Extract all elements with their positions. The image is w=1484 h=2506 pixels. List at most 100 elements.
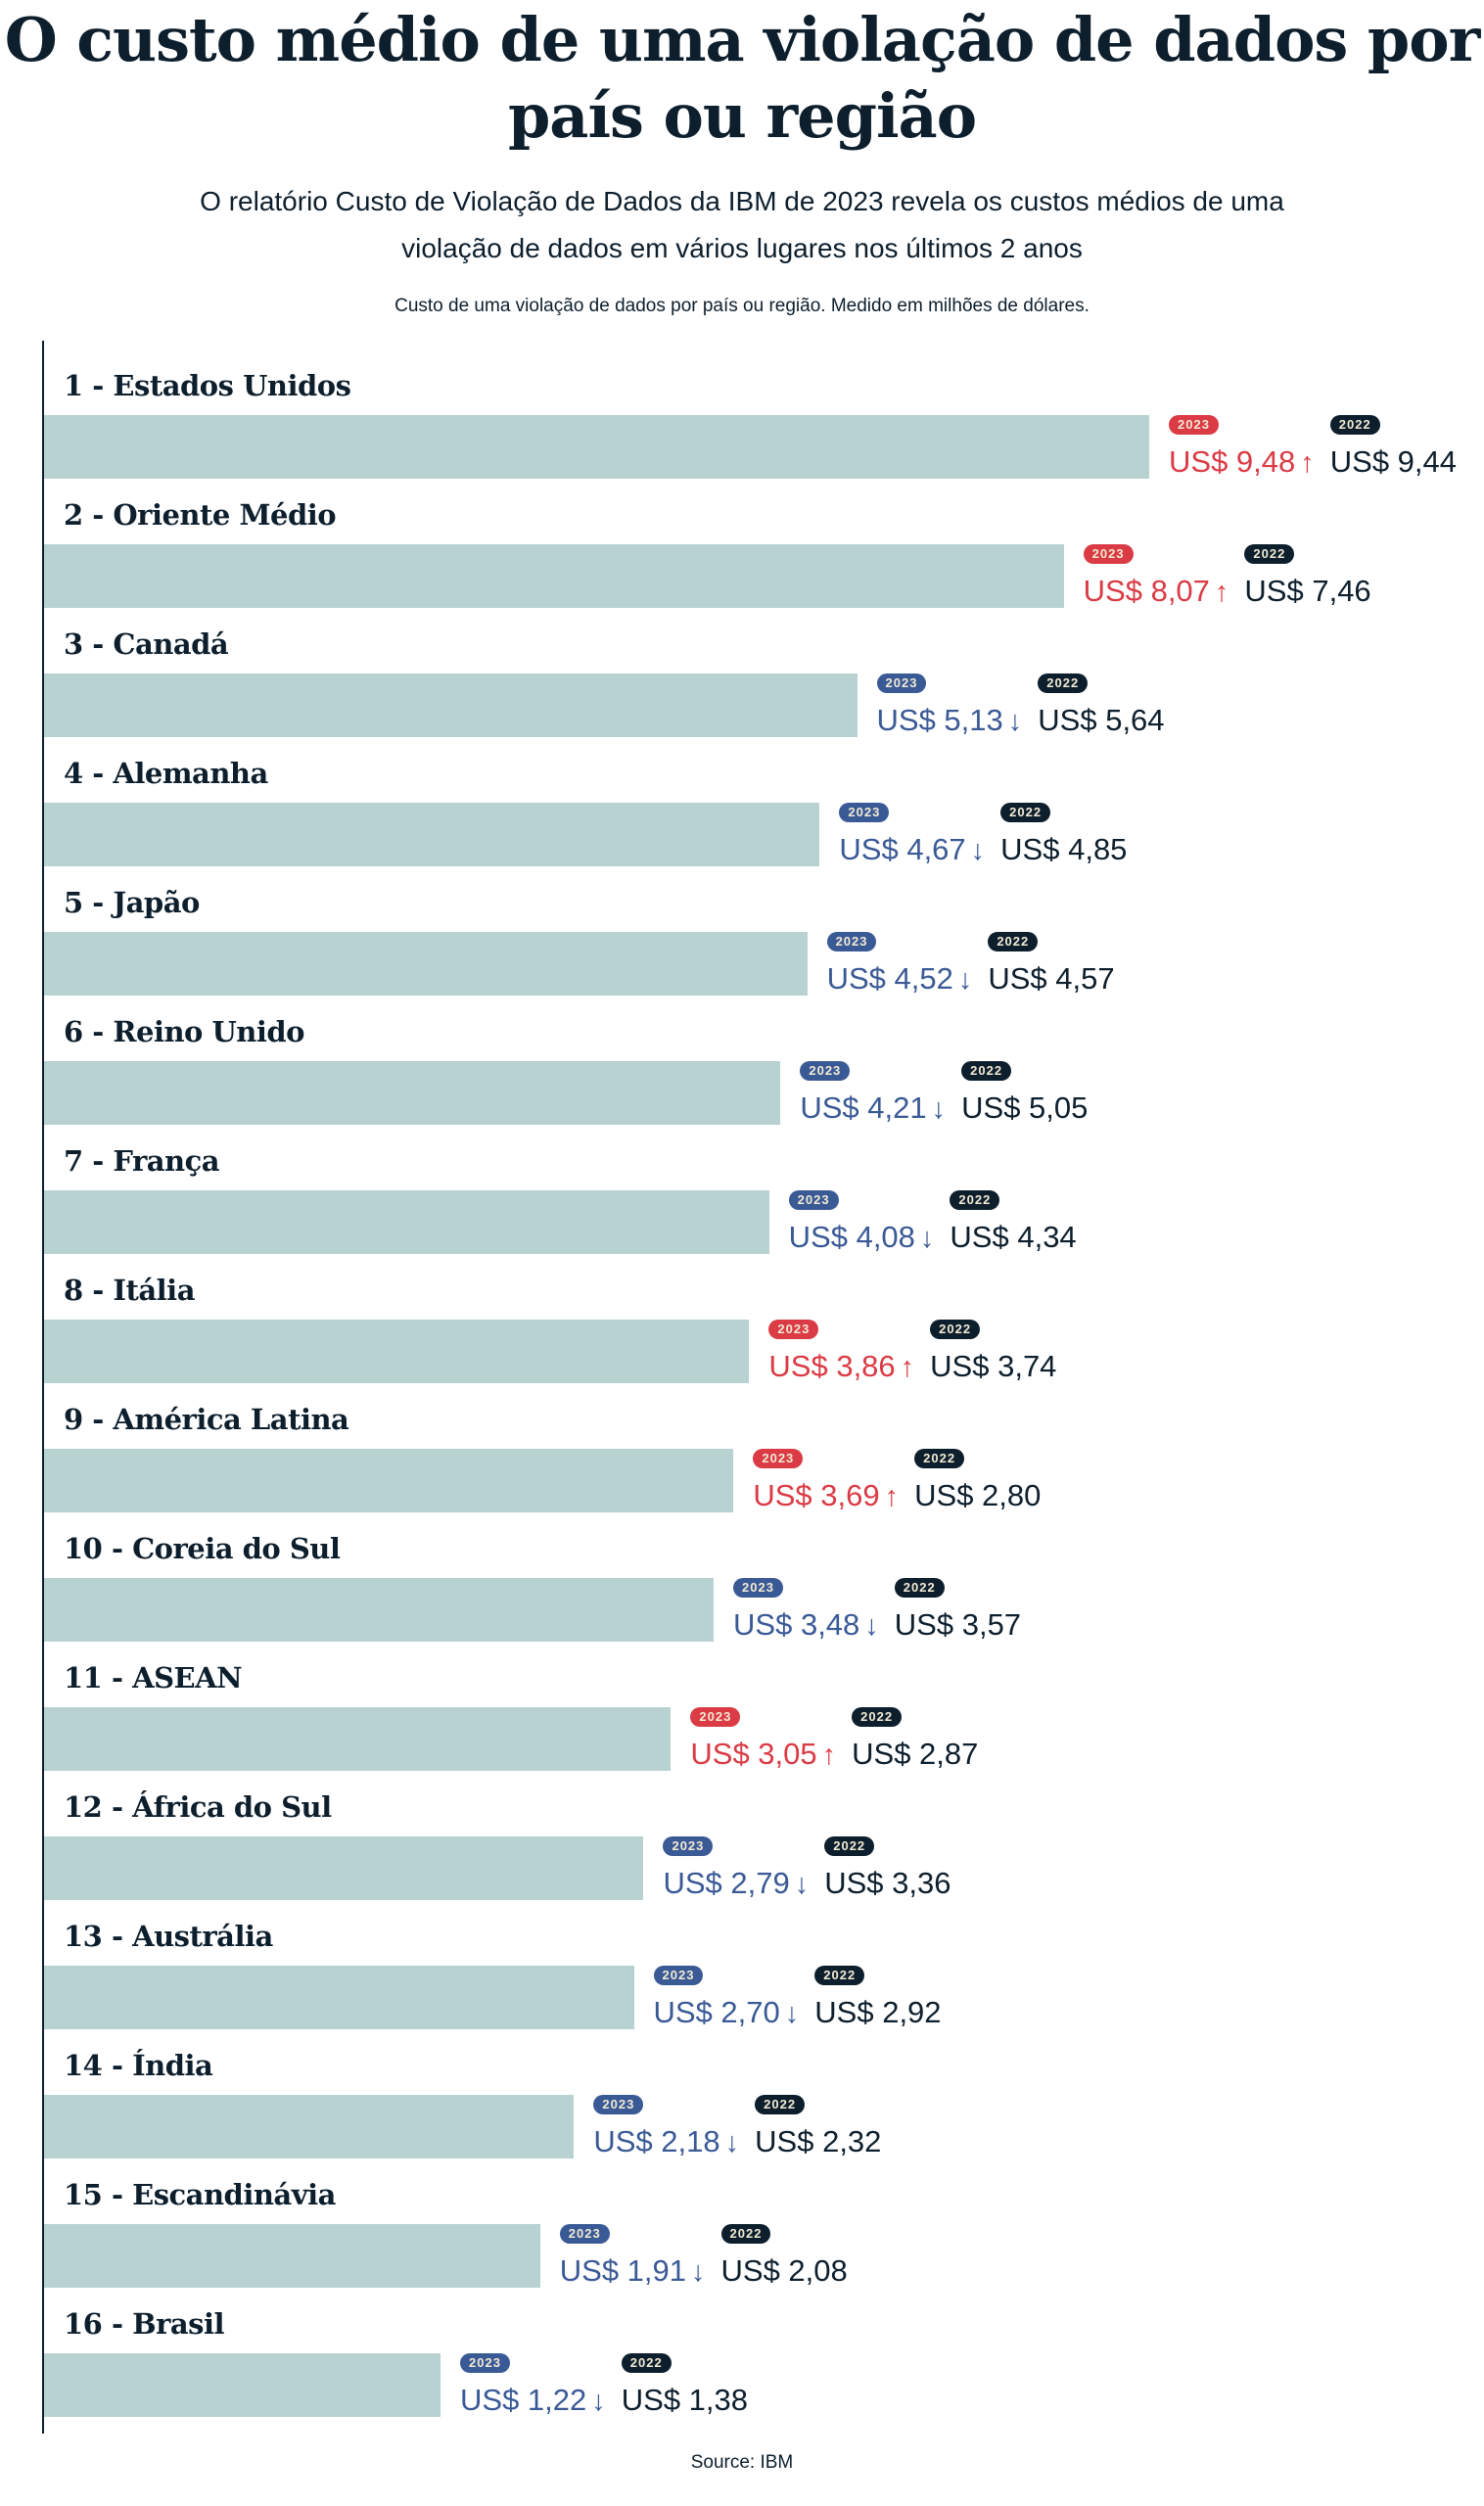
- bar-row: 2 - Oriente Médio 2023 US$ 8,07 ↑ 2022 US…: [44, 498, 1484, 627]
- value-labels: 2023 US$ 2,70 ↓ 2022 US$ 2,92: [653, 1966, 942, 2030]
- badge-2023: 2023: [690, 1707, 741, 1727]
- arrow-down-icon: ↓: [919, 1223, 935, 1254]
- category-label: 6 - Reino Unido: [64, 1015, 305, 1048]
- arrow-down-icon: ↓: [784, 1998, 800, 2029]
- value-2023-text: US$ 4,67 ↓: [839, 832, 985, 867]
- bar-2023: [44, 2095, 575, 2158]
- value-2023-text: US$ 3,86 ↑: [768, 1349, 914, 1384]
- badge-2023: 2023: [1169, 415, 1219, 435]
- value-labels: 2023 US$ 8,07 ↑ 2022 US$ 7,46: [1083, 544, 1371, 609]
- arrow-up-icon: ↑: [821, 1740, 837, 1771]
- bar-row: 15 - Escandinávia 2023 US$ 1,91 ↓ 2022 US…: [44, 2178, 1484, 2307]
- bar-row: 13 - Austrália 2023 US$ 2,70 ↓ 2022 US$ 2…: [44, 1920, 1484, 2049]
- badge-2022: 2022: [1000, 803, 1051, 822]
- bar-2023: [44, 415, 1149, 479]
- value-2022-label: US$ 4,34: [950, 1220, 1077, 1254]
- category-label: 15 - Escandinávia: [64, 2178, 336, 2211]
- value-2023: 2023 US$ 4,52 ↓: [826, 932, 973, 997]
- value-labels: 2023 US$ 3,48 ↓ 2022 US$ 3,57: [733, 1578, 1021, 1643]
- value-2023-label: US$ 2,70: [653, 1995, 780, 2029]
- value-2022-label: US$ 5,05: [961, 1091, 1089, 1125]
- category-label: 7 - França: [64, 1144, 220, 1178]
- value-2023: 2023 US$ 1,22 ↓: [460, 2353, 606, 2418]
- value-2022-label: US$ 3,36: [824, 1866, 951, 1900]
- arrow-down-icon: ↓: [691, 2256, 706, 2288]
- value-2023: 2023 US$ 3,48 ↓: [733, 1578, 879, 1643]
- value-2023-text: US$ 4,52 ↓: [827, 961, 973, 997]
- value-2023-label: US$ 8,07: [1083, 574, 1210, 608]
- value-labels: 2023 US$ 4,52 ↓ 2022 US$ 4,57: [826, 932, 1115, 997]
- badge-2022: 2022: [914, 1449, 965, 1468]
- value-labels: 2023 US$ 2,79 ↓ 2022 US$ 3,36: [663, 1836, 951, 1901]
- arrow-up-icon: ↑: [884, 1481, 900, 1512]
- badge-2022: 2022: [1329, 415, 1380, 435]
- bar-2023: [44, 932, 808, 996]
- badge-2023: 2023: [733, 1578, 783, 1598]
- bar-row: 3 - Canadá 2023 US$ 5,13 ↓ 2022 US$ 5,64: [44, 627, 1484, 757]
- bar-row: 7 - França 2023 US$ 4,08 ↓ 2022 US$ 4,34: [44, 1144, 1484, 1274]
- value-2023-text: US$ 4,21 ↓: [800, 1091, 946, 1126]
- value-2022: 2022 US$ 3,36: [824, 1836, 951, 1901]
- badge-2022: 2022: [894, 1578, 945, 1598]
- value-2022: 2022 US$ 3,57: [894, 1578, 1021, 1643]
- value-labels: 2023 US$ 3,05 ↑ 2022 US$ 2,87: [690, 1707, 978, 1772]
- badge-2022: 2022: [814, 1966, 865, 1985]
- category-label: 3 - Canadá: [64, 627, 229, 661]
- bar-2023: [44, 544, 1064, 608]
- value-2023: 2023 US$ 8,07 ↑: [1083, 544, 1229, 609]
- value-2023-text: US$ 3,48 ↓: [733, 1607, 879, 1643]
- bar-row: 4 - Alemanha 2023 US$ 4,67 ↓ 2022 US$ 4,8…: [44, 757, 1484, 886]
- value-2022-label: US$ 9,44: [1329, 444, 1458, 479]
- value-2023: 2023 US$ 3,05 ↑: [690, 1707, 836, 1772]
- badge-2022: 2022: [755, 2095, 806, 2114]
- badge-2023: 2023: [788, 1190, 839, 1210]
- value-labels: 2023 US$ 4,21 ↓ 2022 US$ 5,05: [800, 1061, 1088, 1126]
- arrow-down-icon: ↓: [970, 835, 986, 866]
- value-2023-label: US$ 2,18: [593, 2124, 720, 2158]
- arrow-down-icon: ↓: [724, 2127, 740, 2158]
- bar-2023: [44, 1836, 644, 1900]
- badge-2023: 2023: [753, 1449, 804, 1468]
- badge-2023: 2023: [826, 932, 877, 951]
- bar-2023: [44, 1320, 750, 1383]
- value-2022-label: US$ 4,57: [988, 961, 1115, 996]
- badge-2022: 2022: [720, 2224, 771, 2244]
- category-label: 12 - África do Sul: [64, 1790, 332, 1824]
- value-2022-label: US$ 2,32: [755, 2124, 882, 2158]
- badge-2023: 2023: [876, 673, 927, 693]
- value-2023-label: US$ 5,13: [876, 703, 1003, 737]
- value-labels: 2023 US$ 5,13 ↓ 2022 US$ 5,64: [876, 673, 1165, 738]
- value-2023-label: US$ 9,48: [1169, 444, 1296, 479]
- value-2023-text: US$ 1,22 ↓: [460, 2383, 606, 2418]
- badge-2023: 2023: [1083, 544, 1134, 564]
- value-2023-label: US$ 4,52: [826, 961, 953, 996]
- value-2023-label: US$ 4,08: [788, 1220, 915, 1254]
- bar-row: 9 - América Latina 2023 US$ 3,69 ↑ 2022 U…: [44, 1403, 1484, 1532]
- category-label: 8 - Itália: [64, 1274, 195, 1307]
- source-note: Source: IBM: [690, 2452, 794, 2473]
- value-2022: 2022 US$ 2,87: [852, 1707, 978, 1772]
- badge-2022: 2022: [961, 1061, 1012, 1081]
- bar-2023: [44, 673, 858, 737]
- value-labels: 2023 US$ 3,86 ↑ 2022 US$ 3,74: [768, 1320, 1056, 1384]
- value-2022: 2022 US$ 5,64: [1038, 673, 1165, 738]
- value-2022-label: US$ 2,92: [814, 1995, 942, 2029]
- bar-2023: [44, 2353, 441, 2417]
- value-2022: 2022 US$ 7,46: [1244, 544, 1371, 609]
- arrow-down-icon: ↓: [864, 1610, 879, 1642]
- value-labels: 2023 US$ 4,08 ↓ 2022 US$ 4,34: [788, 1190, 1077, 1255]
- bar-row: 10 - Coreia do Sul 2023 US$ 3,48 ↓ 2022 U…: [44, 1532, 1484, 1661]
- value-2023-label: US$ 4,21: [800, 1091, 927, 1125]
- subtitle: O relatório Custo de Violação de Dados d…: [200, 186, 1284, 263]
- value-2023-label: US$ 3,05: [690, 1737, 817, 1771]
- value-2022-label: US$ 4,85: [1000, 832, 1128, 866]
- value-2023-text: US$ 4,08 ↓: [789, 1220, 935, 1255]
- arrow-down-icon: ↓: [1007, 706, 1023, 737]
- value-labels: 2023 US$ 1,22 ↓ 2022 US$ 1,38: [460, 2353, 748, 2418]
- bar-row: 11 - ASEAN 2023 US$ 3,05 ↑ 2022 US$ 2,87: [44, 1661, 1484, 1790]
- bar-2023: [44, 2224, 540, 2288]
- value-2022: 2022 US$ 4,57: [988, 932, 1115, 997]
- value-2023-text: US$ 3,69 ↑: [753, 1478, 899, 1513]
- value-2023-text: US$ 2,79 ↓: [663, 1866, 809, 1901]
- bar-row: 14 - Índia 2023 US$ 2,18 ↓ 2022 US$ 2,32: [44, 2049, 1484, 2178]
